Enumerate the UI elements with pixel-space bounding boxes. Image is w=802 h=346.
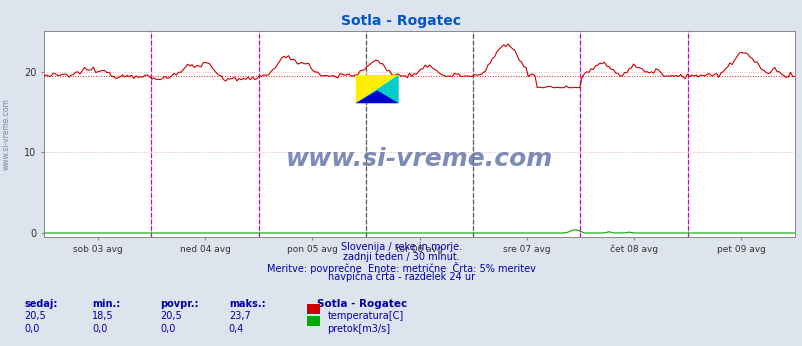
Text: zadnji teden / 30 minut.: zadnji teden / 30 minut. bbox=[342, 252, 460, 262]
Text: Sotla - Rogatec: Sotla - Rogatec bbox=[341, 14, 461, 28]
Text: sedaj:: sedaj: bbox=[24, 299, 58, 309]
Text: Sotla - Rogatec: Sotla - Rogatec bbox=[317, 299, 407, 309]
Polygon shape bbox=[355, 91, 398, 103]
Text: www.si-vreme.com: www.si-vreme.com bbox=[2, 98, 11, 170]
Polygon shape bbox=[355, 75, 398, 103]
Text: www.si-vreme.com: www.si-vreme.com bbox=[286, 147, 553, 171]
Text: povpr.:: povpr.: bbox=[160, 299, 199, 309]
Text: 20,5: 20,5 bbox=[24, 311, 46, 321]
Text: temperatura[C]: temperatura[C] bbox=[327, 311, 403, 321]
Text: maks.:: maks.: bbox=[229, 299, 265, 309]
Text: pretok[m3/s]: pretok[m3/s] bbox=[327, 324, 391, 334]
Text: 23,7: 23,7 bbox=[229, 311, 250, 321]
Polygon shape bbox=[355, 75, 398, 103]
Text: 0,0: 0,0 bbox=[24, 324, 39, 334]
Text: 18,5: 18,5 bbox=[92, 311, 114, 321]
Text: 0,4: 0,4 bbox=[229, 324, 244, 334]
Text: Slovenija / reke in morje.: Slovenija / reke in morje. bbox=[341, 242, 461, 252]
Text: 0,0: 0,0 bbox=[160, 324, 176, 334]
Text: Meritve: povprečne  Enote: metrične  Črta: 5% meritev: Meritve: povprečne Enote: metrične Črta:… bbox=[267, 262, 535, 274]
Text: 20,5: 20,5 bbox=[160, 311, 182, 321]
Text: navpična črta - razdelek 24 ur: navpična črta - razdelek 24 ur bbox=[327, 271, 475, 282]
Text: min.:: min.: bbox=[92, 299, 120, 309]
Text: 0,0: 0,0 bbox=[92, 324, 107, 334]
